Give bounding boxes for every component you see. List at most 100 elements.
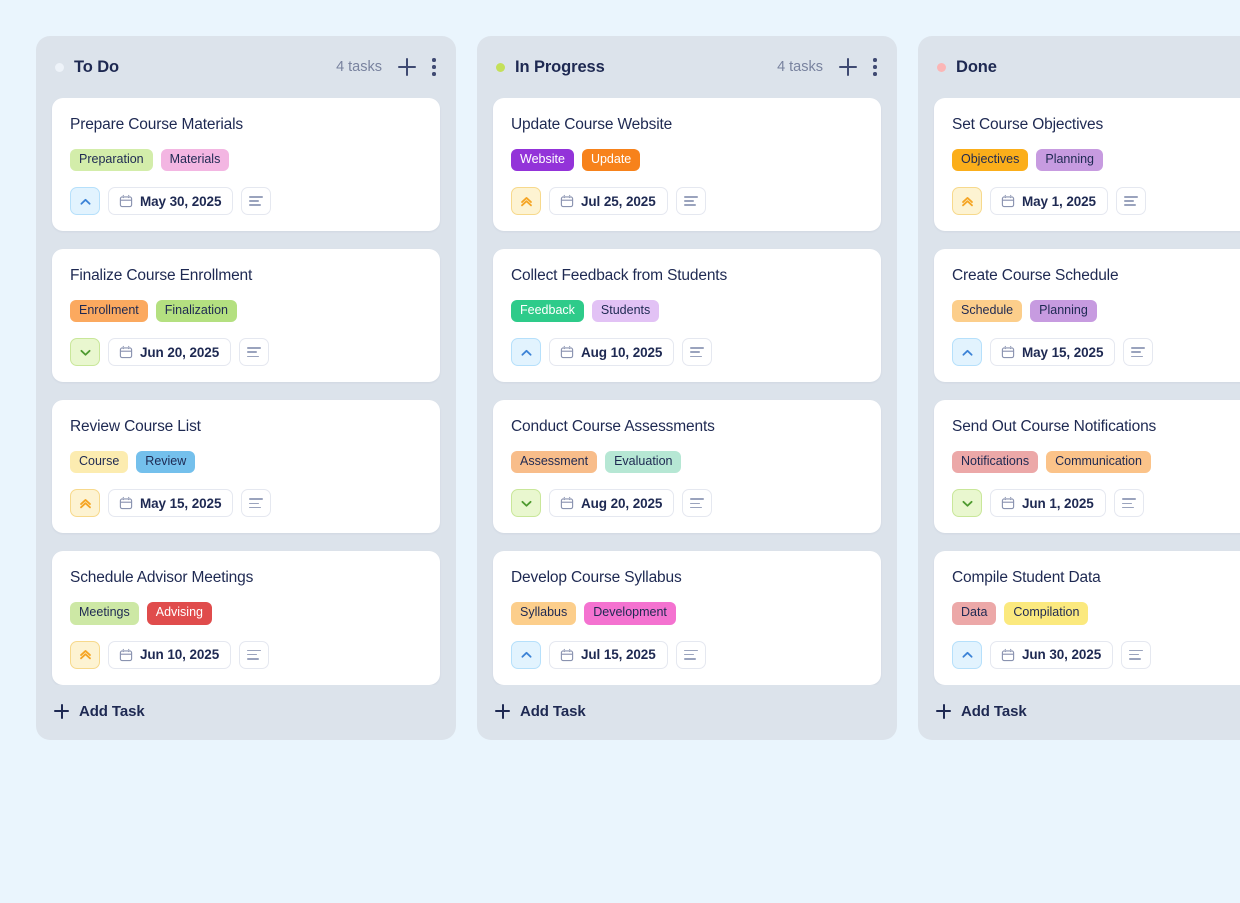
description-button[interactable] <box>1113 489 1144 518</box>
calendar-icon <box>560 194 574 208</box>
task-tag[interactable]: Assessment <box>511 451 598 474</box>
task-tag[interactable]: Evaluation <box>605 451 682 474</box>
due-date-button[interactable]: Jun 30, 2025 <box>990 640 1114 669</box>
priority-high-button[interactable] <box>511 187 541 216</box>
priority-low-button[interactable] <box>511 489 541 518</box>
task-tag[interactable]: Notifications <box>952 451 1039 474</box>
task-card[interactable]: Conduct Course Assessments Assessment Eval… <box>493 400 881 534</box>
description-lines-icon <box>1123 196 1138 207</box>
calendar-icon <box>1001 345 1015 359</box>
task-meta-row: Jun 10, 2025 <box>70 640 422 669</box>
task-card[interactable]: Schedule Advisor Meetings Meetings Advisin… <box>52 551 440 685</box>
due-date-label: May 15, 2025 <box>140 495 222 511</box>
due-date-label: Aug 20, 2025 <box>581 495 663 511</box>
task-tag[interactable]: Development <box>584 602 676 625</box>
column-header: To Do 4 tasks <box>36 36 456 98</box>
task-tag[interactable]: Enrollment <box>70 300 148 323</box>
priority-medium-button[interactable] <box>70 187 100 216</box>
task-card[interactable]: Update Course Website Website Update Jul 25… <box>493 98 881 232</box>
task-tag[interactable]: Meetings <box>70 602 139 625</box>
task-tag[interactable]: Update <box>581 149 641 172</box>
task-tag[interactable]: Planning <box>1030 300 1097 323</box>
task-card[interactable]: Prepare Course Materials Preparation Mater… <box>52 98 440 232</box>
description-button[interactable] <box>239 640 270 669</box>
task-tag[interactable]: Materials <box>160 149 230 172</box>
priority-low-button[interactable] <box>70 338 100 367</box>
task-tag[interactable]: Communication <box>1046 451 1151 474</box>
task-title: Collect Feedback from Students <box>511 267 728 285</box>
column-menu-button[interactable] <box>873 58 877 76</box>
priority-high-button[interactable] <box>70 489 100 518</box>
add-card-button[interactable] <box>398 58 416 76</box>
task-card[interactable]: Compile Student Data Data Compilation Jun 3… <box>934 551 1240 685</box>
task-meta-row: May 15, 2025 <box>952 338 1240 367</box>
chevron-up-icon <box>79 198 91 205</box>
task-tag[interactable]: Review <box>136 451 196 474</box>
chevron-down-icon <box>520 500 532 507</box>
due-date-button[interactable]: May 15, 2025 <box>990 338 1116 367</box>
due-date-button[interactable]: Jul 25, 2025 <box>549 187 668 216</box>
task-card[interactable]: Send Out Course Notifications Notificatio… <box>934 400 1240 534</box>
task-tag[interactable]: Advising <box>146 602 212 625</box>
due-date-button[interactable]: May 15, 2025 <box>108 489 234 518</box>
task-card[interactable]: Collect Feedback from Students Feedback St… <box>493 249 881 383</box>
column-title: To Do <box>74 57 120 76</box>
description-lines-icon <box>249 498 264 509</box>
task-card[interactable]: Finalize Course Enrollment Enrollment Fina… <box>52 249 440 383</box>
task-card[interactable]: Develop Course Syllabus Syllabus Developme… <box>493 551 881 685</box>
add-task-button[interactable]: Add Task <box>918 685 1240 734</box>
task-tag[interactable]: Preparation <box>70 149 153 172</box>
task-tag[interactable]: Students <box>591 300 660 323</box>
add-card-button[interactable] <box>839 58 857 76</box>
priority-high-button[interactable] <box>70 640 100 669</box>
add-task-button[interactable]: Add Task <box>477 685 897 734</box>
tag-row: Syllabus Development <box>511 602 863 625</box>
task-tag[interactable]: Website <box>511 149 574 172</box>
task-tag[interactable]: Objectives <box>952 149 1029 172</box>
task-meta-row: Jun 20, 2025 <box>70 338 422 367</box>
description-button[interactable] <box>1123 338 1154 367</box>
chevron-up-icon <box>520 349 532 356</box>
task-title: Finalize Course Enrollment <box>70 267 253 285</box>
plus-icon <box>495 703 510 719</box>
task-card[interactable]: Review Course List Course Review May 15, 20… <box>52 400 440 534</box>
priority-low-button[interactable] <box>952 489 982 518</box>
task-card[interactable]: Create Course Schedule Schedule Planning Ma… <box>934 249 1240 383</box>
description-button[interactable] <box>1115 187 1146 216</box>
due-date-button[interactable]: Jun 10, 2025 <box>108 640 232 669</box>
due-date-button[interactable]: Jul 15, 2025 <box>549 640 668 669</box>
description-button[interactable] <box>1121 640 1152 669</box>
description-button[interactable] <box>241 187 272 216</box>
kanban-column-done: Done4 tasks Set Course Objectives Objectiv… <box>918 36 1240 740</box>
task-count-label: 4 tasks <box>336 59 382 75</box>
priority-medium-button[interactable] <box>952 640 982 669</box>
priority-high-button[interactable] <box>952 187 982 216</box>
due-date-button[interactable]: Jun 20, 2025 <box>108 338 232 367</box>
priority-medium-button[interactable] <box>511 338 541 367</box>
task-tag[interactable]: Syllabus <box>511 602 577 625</box>
due-date-button[interactable]: May 1, 2025 <box>990 187 1108 216</box>
due-date-button[interactable]: May 30, 2025 <box>108 187 234 216</box>
due-date-button[interactable]: Aug 10, 2025 <box>549 338 675 367</box>
task-tag[interactable]: Schedule <box>952 300 1023 323</box>
description-button[interactable] <box>241 489 272 518</box>
description-button[interactable] <box>239 338 270 367</box>
task-tag[interactable]: Planning <box>1036 149 1104 172</box>
priority-medium-button[interactable] <box>952 338 982 367</box>
description-button[interactable] <box>675 640 706 669</box>
priority-medium-button[interactable] <box>511 640 541 669</box>
description-button[interactable] <box>682 489 713 518</box>
due-date-button[interactable]: Aug 20, 2025 <box>549 489 675 518</box>
add-task-button[interactable]: Add Task <box>36 685 456 734</box>
task-card[interactable]: Set Course Objectives Objectives Planning M… <box>934 98 1240 232</box>
due-date-button[interactable]: Jun 1, 2025 <box>990 489 1106 518</box>
task-tag[interactable]: Data <box>952 602 997 625</box>
task-tag[interactable]: Course <box>70 451 129 474</box>
description-button[interactable] <box>682 338 713 367</box>
column-menu-button[interactable] <box>432 58 436 76</box>
task-tag[interactable]: Compilation <box>1004 602 1089 625</box>
task-tag[interactable]: Feedback <box>511 300 584 323</box>
description-button[interactable] <box>675 187 706 216</box>
task-tag[interactable]: Finalization <box>155 300 237 323</box>
description-lines-icon <box>683 649 698 660</box>
